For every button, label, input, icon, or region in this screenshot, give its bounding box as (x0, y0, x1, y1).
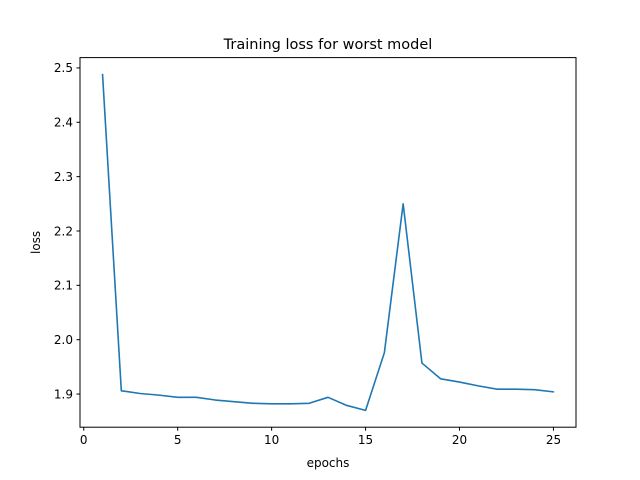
x-tick-label: 5 (174, 433, 182, 447)
x-tick-label: 25 (546, 433, 561, 447)
y-axis-label: loss (29, 231, 43, 254)
y-tick-label: 1.9 (54, 387, 73, 401)
x-tick-label: 0 (80, 433, 88, 447)
y-tick-label: 2.0 (54, 333, 73, 347)
plot-area: 0 5 10 15 20 25 1.9 2.0 2.1 2.2 2.3 2.4 2.5 (54, 57, 577, 447)
y-tick-label: 2.4 (54, 116, 73, 130)
x-tick-label: 20 (452, 433, 467, 447)
y-tick-label: 2.1 (54, 279, 73, 293)
y-axis-ticks: 1.9 2.0 2.1 2.2 2.3 2.4 2.5 (54, 61, 80, 401)
x-axis-label: epochs (307, 456, 350, 470)
loss-series-line (101, 73, 555, 412)
x-tick-label: 15 (358, 433, 373, 447)
chart-title: Training loss for worst model (223, 37, 433, 53)
series-layer (101, 73, 555, 412)
y-tick-label: 2.3 (54, 170, 73, 184)
axes-frame (79, 57, 577, 428)
y-tick-label: 2.2 (54, 224, 73, 238)
y-tick-label: 2.5 (54, 61, 73, 75)
x-tick-label: 10 (264, 433, 279, 447)
x-axis-ticks: 0 5 10 15 20 25 (80, 427, 561, 447)
